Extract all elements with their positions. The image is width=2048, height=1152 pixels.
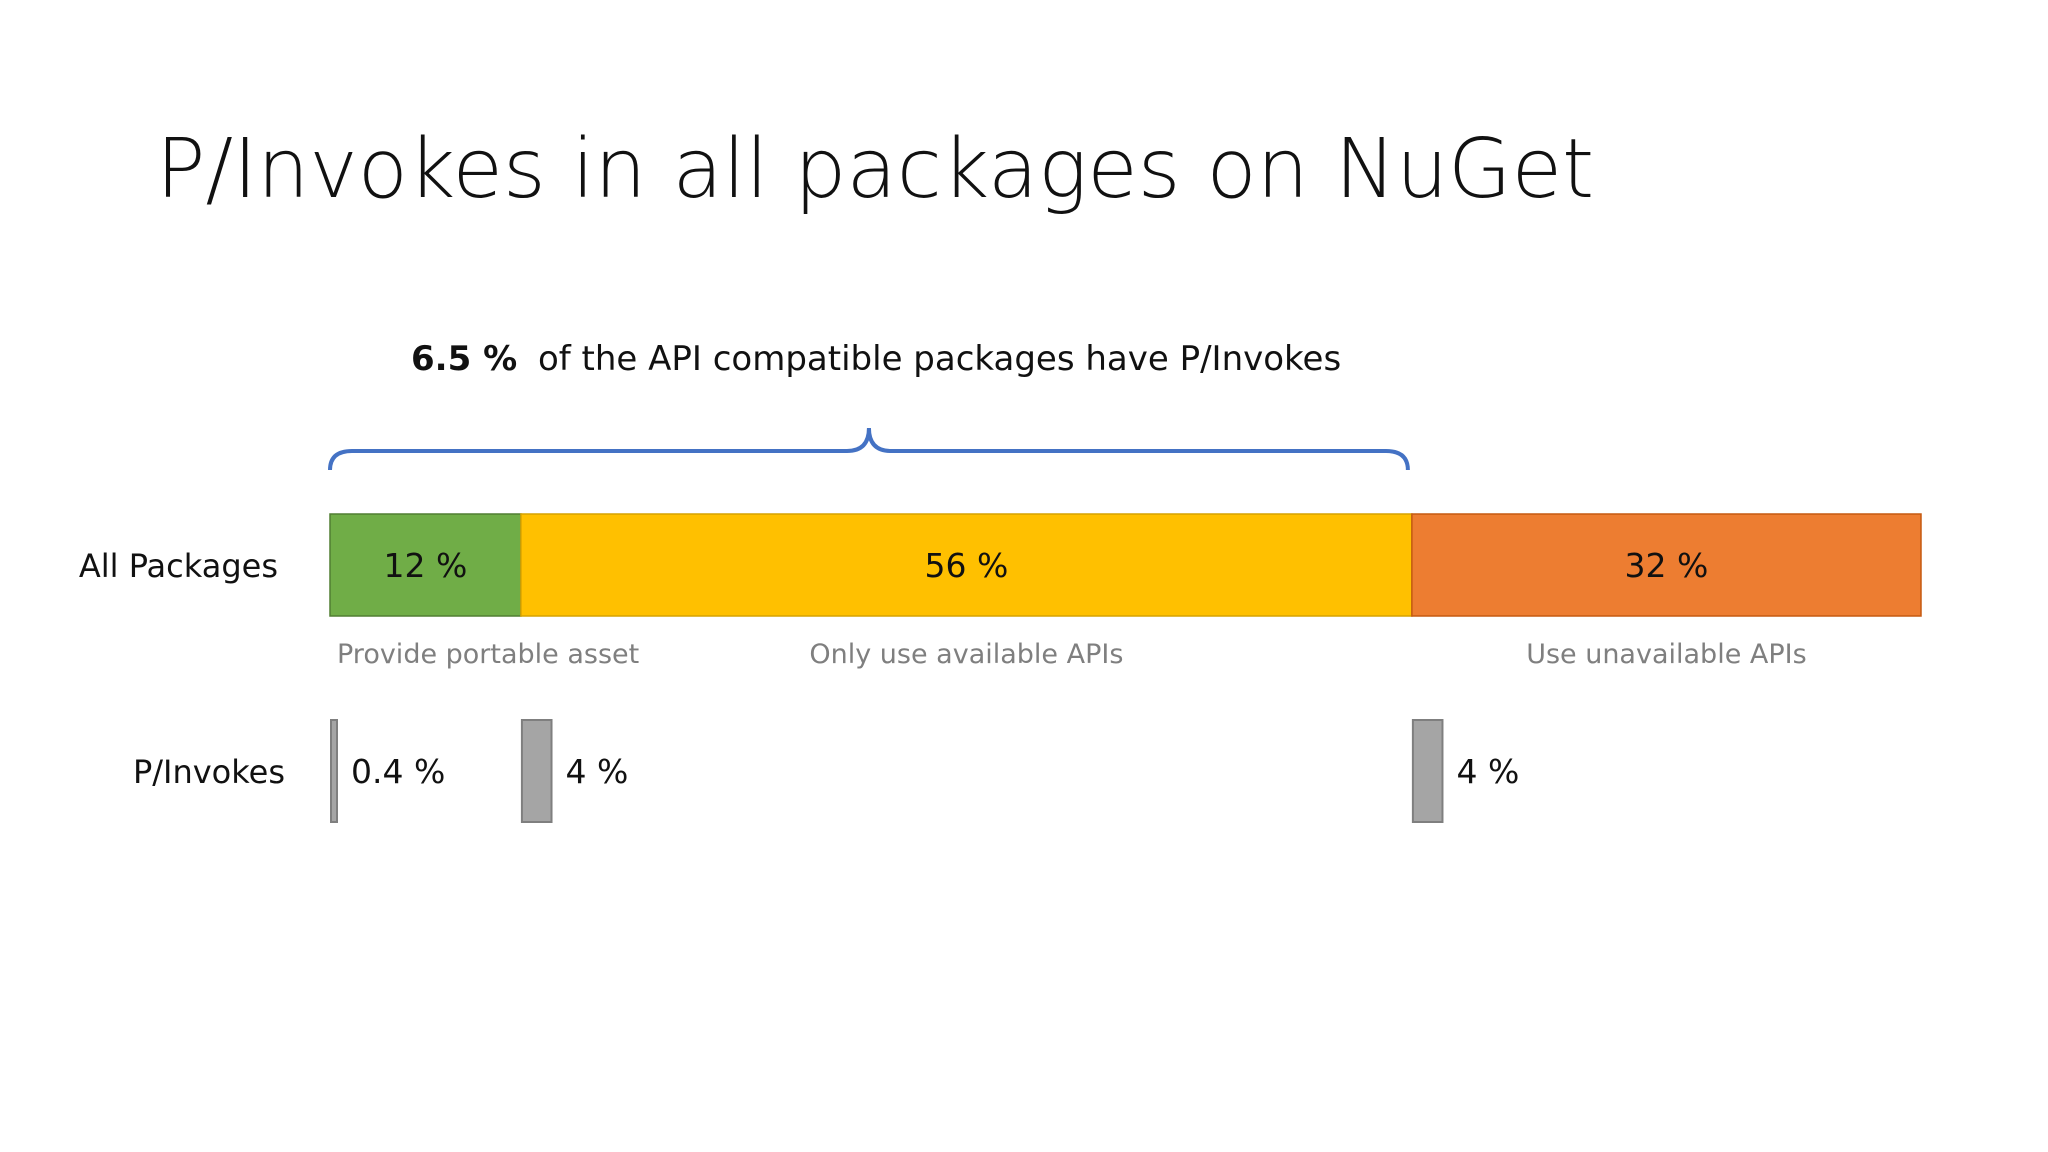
pinvokes-bars: 0.4 % 4 % 4 %: [330, 719, 1519, 823]
pinvoke-value-label-only-use-available-apis: 4 %: [566, 752, 629, 791]
category-label-only-use-available-apis: Only use available APIs: [809, 639, 1123, 670]
category-label-use-unavailable-apis: Use unavailable APIs: [1526, 639, 1806, 670]
bar-segment-only-use-available-apis: [520, 513, 1413, 617]
pinvoke-bar-use-unavailable-apis: [1411, 719, 1444, 823]
pinvoke-bar-only-use-available-apis: [520, 719, 553, 823]
pinvoke-bar-provide-portable-asset: [330, 719, 338, 823]
bar-segment-use-unavailable-apis: [1411, 513, 1922, 617]
slide-title: P/Invokes in all packages on NuGet: [156, 122, 1594, 217]
curly-brace-icon: [328, 427, 1410, 471]
all-packages-stacked-bar: 12 % 56 % 32 %: [329, 513, 1922, 617]
brace-annotation-rest: of the API compatible packages have P/In…: [538, 339, 1341, 379]
category-label-provide-portable-asset: Provide portable asset: [337, 639, 639, 670]
pinvoke-value-label-use-unavailable-apis: 4 %: [1456, 752, 1519, 791]
category-labels: Provide portable asset Only use available…: [337, 639, 1807, 670]
brace-annotation-bold: 6.5 %: [411, 339, 517, 379]
row-label-pinvokes: P/Invokes: [133, 753, 285, 791]
brace-annotation: 6.5 % of the API compatible packages hav…: [411, 339, 1341, 379]
row-label-all-packages: All Packages: [79, 547, 278, 585]
pinvoke-value-label-provide-portable-asset: 0.4 %: [351, 752, 445, 791]
bar-value-label-use-unavailable-apis: 32 %: [1625, 546, 1709, 585]
bar-segment-provide-portable-asset: [329, 513, 522, 617]
bar-value-label-only-use-available-apis: 56 %: [924, 546, 1008, 585]
bar-value-label-provide-portable-asset: 12 %: [384, 546, 468, 585]
